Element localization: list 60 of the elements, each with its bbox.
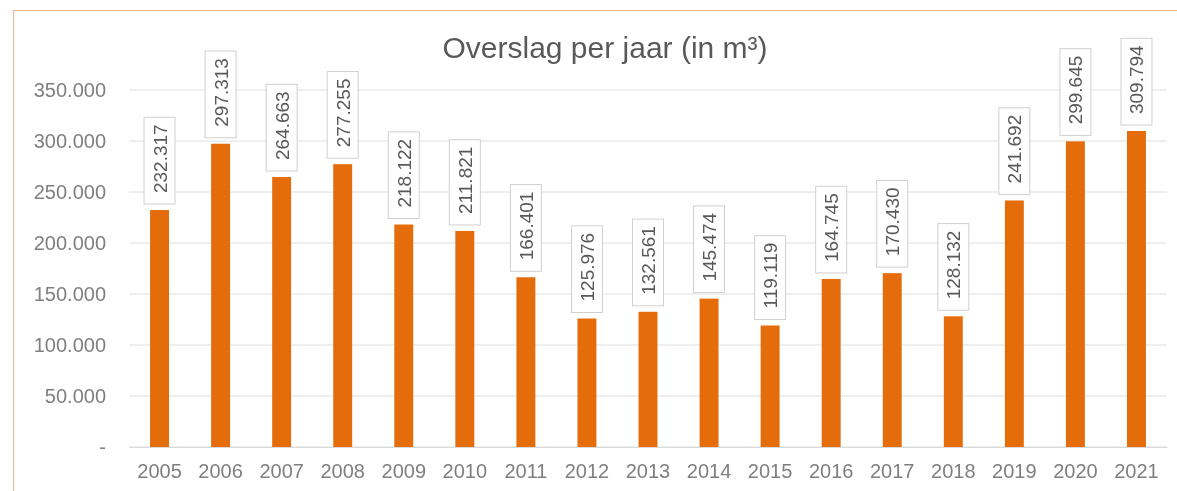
data-label: 128.132 (943, 230, 965, 300)
bar (333, 164, 353, 447)
data-label: 164.745 (821, 193, 843, 262)
y-tick-label: 100.000 (33, 333, 106, 356)
bar (516, 277, 536, 447)
y-tick-label: 150.000 (33, 282, 106, 305)
x-tick-label: 2009 (381, 460, 427, 483)
bar (699, 298, 719, 447)
y-tick-label: 300.000 (33, 129, 106, 152)
x-tick-label: 2016 (808, 460, 854, 483)
bar (882, 273, 902, 447)
x-tick-label: 2006 (198, 460, 243, 483)
data-label: 145.474 (699, 212, 721, 282)
data-label: 309.794 (1126, 44, 1148, 115)
x-tick-label: 2010 (442, 460, 488, 483)
bar (638, 311, 658, 447)
x-tick-label: 2017 (869, 460, 915, 483)
data-label: 277.255 (332, 78, 354, 148)
x-tick-label: 2020 (1053, 460, 1098, 483)
bar (1004, 200, 1024, 447)
bar (577, 318, 597, 447)
data-label: 119.119 (760, 242, 782, 309)
x-tick-label: 2012 (564, 460, 610, 483)
bar (943, 316, 963, 447)
y-tick-label: 200.000 (33, 231, 106, 254)
bar (760, 325, 780, 447)
bar (211, 143, 231, 447)
data-label: 264.663 (271, 91, 293, 161)
bar (821, 278, 841, 447)
y-tick-label: 350.000 (33, 78, 106, 101)
data-label: 125.976 (576, 232, 598, 302)
bar (394, 224, 414, 447)
data-label: 132.561 (638, 226, 659, 295)
x-tick-label: 2019 (992, 460, 1037, 483)
x-tick-label: 2011 (504, 460, 548, 483)
bar (1065, 141, 1085, 447)
data-label: 170.430 (882, 187, 904, 257)
data-label: 232.317 (149, 124, 171, 194)
x-tick-label: 2007 (259, 460, 304, 483)
bar (1127, 131, 1146, 447)
bar (150, 210, 169, 447)
data-label: 241.692 (1004, 114, 1026, 184)
data-label: 299.645 (1065, 55, 1087, 125)
data-label: 218.122 (393, 138, 415, 208)
data-label: 166.401 (515, 191, 537, 261)
x-tick-label: 2018 (931, 460, 976, 483)
x-tick-label: 2014 (686, 460, 732, 483)
bar (272, 177, 292, 447)
x-tick-label: 2021 (1114, 460, 1159, 483)
bar (455, 230, 475, 447)
y-tick-label: 250.000 (33, 180, 106, 203)
x-tick-label: 2005 (137, 460, 182, 483)
y-tick-label: 50.000 (44, 384, 106, 407)
chart-title: Overslag per jaar (in m³) (442, 31, 768, 64)
x-tick-label: 2015 (747, 460, 793, 483)
x-tick-label: 2008 (320, 460, 365, 483)
data-label: 297.313 (210, 58, 232, 127)
data-label: 211.821 (454, 146, 476, 214)
x-tick-label: 2013 (625, 460, 671, 483)
y-tick-label: - (99, 435, 106, 458)
